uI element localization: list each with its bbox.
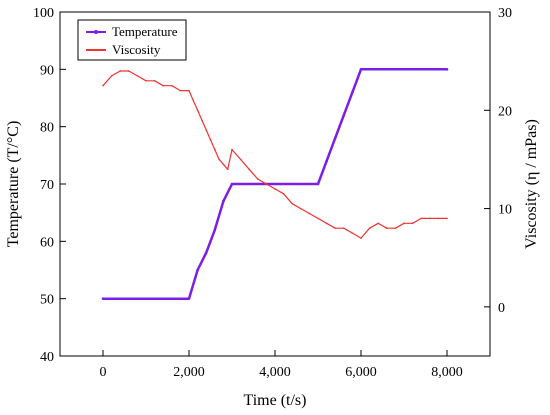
data-point-viscosity: [394, 227, 397, 230]
data-point-temperature: [101, 297, 105, 300]
data-point-viscosity: [201, 119, 203, 121]
series-line-viscosity: [102, 70, 447, 239]
left-y-tick-label: 70: [40, 178, 54, 193]
data-point-viscosity: [308, 212, 311, 215]
data-point-viscosity: [360, 237, 362, 239]
data-point-viscosity: [222, 163, 225, 166]
data-point-temperature: [445, 68, 449, 71]
legend-marker-temperature: [94, 30, 98, 34]
data-point-temperature: [333, 136, 337, 140]
data-point-temperature: [342, 113, 346, 117]
data-point-temperature: [204, 251, 208, 255]
data-point-temperature: [359, 68, 363, 71]
data-point-temperature: [222, 199, 225, 203]
data-point-viscosity: [300, 207, 302, 210]
data-point-viscosity: [248, 168, 250, 171]
right-y-axis-title: Viscosity (η / mPas): [523, 119, 540, 249]
series-layer: [101, 68, 449, 300]
data-point-viscosity: [317, 217, 319, 220]
data-point-viscosity: [209, 138, 212, 141]
left-y-tick-label: 60: [40, 235, 54, 250]
data-point-viscosity: [128, 70, 130, 72]
left-y-axis-title: Temperature (T/°C): [5, 121, 22, 248]
data-point-viscosity: [214, 148, 216, 151]
data-point-viscosity: [282, 193, 285, 195]
data-point-viscosity: [420, 217, 423, 220]
x-tick-label: 2,000: [173, 365, 205, 380]
x-tick-label: 6,000: [345, 365, 377, 380]
left-y-tick-label: 50: [40, 293, 54, 308]
data-point-viscosity: [231, 148, 233, 151]
data-point-viscosity: [265, 183, 268, 185]
x-tick-label: 0: [100, 365, 107, 380]
data-point-temperature: [196, 268, 199, 272]
data-point-temperature: [325, 159, 328, 163]
data-point-viscosity: [179, 89, 182, 92]
data-point-viscosity: [239, 158, 242, 161]
x-tick-label: 4,000: [259, 365, 291, 380]
right-y-tick-label: 0: [498, 301, 505, 316]
data-point-viscosity: [110, 75, 113, 77]
data-point-temperature: [187, 297, 191, 300]
left-y-axis-ticks: 40 50 60 70 80 90 100: [33, 6, 66, 365]
data-point-viscosity: [153, 80, 156, 82]
data-point-viscosity: [446, 217, 448, 220]
data-point-viscosity: [429, 217, 431, 220]
data-point-viscosity: [102, 84, 104, 87]
data-point-viscosity: [136, 75, 139, 77]
data-point-viscosity: [218, 158, 220, 161]
data-point-viscosity: [171, 84, 173, 87]
data-point-temperature: [230, 182, 234, 186]
data-point-viscosity: [205, 129, 207, 131]
data-point-viscosity: [343, 227, 345, 230]
legend-box: [77, 19, 187, 61]
data-point-viscosity: [196, 109, 199, 112]
data-point-viscosity: [274, 188, 276, 190]
data-point-viscosity: [403, 222, 405, 225]
right-y-axis-ticks: 0 10 20 30: [484, 6, 512, 316]
data-point-viscosity: [368, 227, 371, 230]
data-point-viscosity: [188, 89, 190, 92]
data-point-viscosity: [437, 217, 440, 220]
right-y-tick-label: 10: [498, 203, 512, 218]
data-point-temperature: [316, 182, 320, 186]
legend-label-temperature: Temperature: [112, 24, 178, 39]
data-point-viscosity: [334, 227, 337, 230]
data-point-viscosity: [192, 99, 195, 102]
left-y-tick-label: 80: [40, 121, 54, 136]
data-point-viscosity: [257, 178, 259, 180]
x-axis-ticks: 0 2,000 4,000 6,000 8,000: [100, 350, 463, 380]
data-point-temperature: [351, 90, 354, 94]
legend: Temperature Viscosity: [77, 19, 187, 61]
data-point-viscosity: [351, 232, 354, 234]
data-point-viscosity: [291, 202, 294, 205]
right-y-tick-label: 20: [498, 104, 512, 119]
data-point-viscosity: [226, 168, 229, 171]
data-point-temperature: [213, 228, 217, 232]
data-point-viscosity: [386, 227, 388, 230]
left-y-tick-label: 90: [40, 63, 54, 78]
data-point-viscosity: [377, 222, 380, 225]
data-point-viscosity: [325, 222, 328, 225]
data-point-viscosity: [411, 222, 414, 225]
data-point-viscosity: [119, 70, 121, 72]
data-point-viscosity: [162, 84, 164, 87]
right-y-tick-label: 30: [498, 6, 512, 21]
x-axis-title: Time (t/s): [244, 392, 307, 409]
data-point-viscosity: [145, 80, 147, 82]
series-line-temperature: [103, 68, 447, 300]
left-y-tick-label: 40: [40, 350, 54, 365]
x-tick-label: 8,000: [431, 365, 463, 380]
legend-label-viscosity: Viscosity: [112, 42, 161, 57]
left-y-tick-label: 100: [33, 6, 54, 21]
